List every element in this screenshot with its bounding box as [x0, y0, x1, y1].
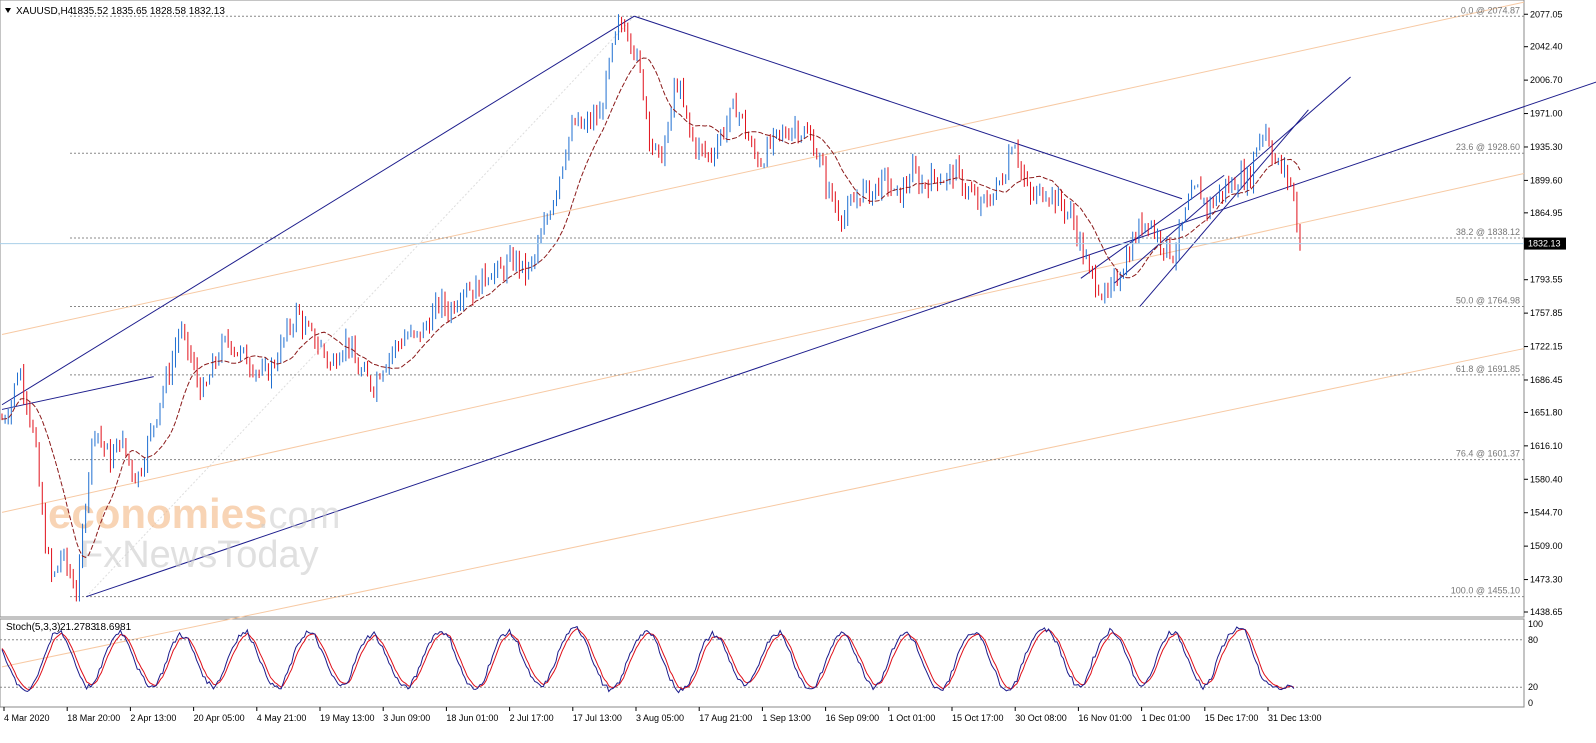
time-tick-label: 30 Oct 08:00	[1015, 713, 1067, 723]
price-tick-label: 1473.30	[1530, 575, 1563, 585]
time-tick-label: 1 Oct 01:00	[889, 713, 936, 723]
price-tick-label: 2006.70	[1530, 75, 1563, 85]
trend-channels	[1, 15, 1596, 598]
price-tick-label: 1864.95	[1530, 208, 1563, 218]
price-tick-label: 1544.70	[1530, 508, 1563, 518]
stoch-header: Stoch(5,3,3) 21.2783 18.6981	[6, 622, 132, 633]
trend-line	[1114, 76, 1351, 284]
time-tick-label: 19 May 13:00	[320, 713, 375, 723]
price-tick-label: 2077.05	[1530, 9, 1563, 19]
price-tick-label: 1580.40	[1530, 474, 1563, 484]
main-plot-frame	[0, 0, 1525, 618]
price-tick-label: 2042.40	[1530, 42, 1563, 52]
stoch-axis: 100 80 20 0	[1528, 619, 1543, 708]
fib-fan-line	[1, 172, 1525, 513]
stoch-tick-label: 20	[1528, 682, 1538, 692]
time-tick-label: 3 Jun 09:00	[383, 713, 430, 723]
time-tick-label: 16 Sep 09:00	[826, 713, 880, 723]
time-tick-label: 4 Mar 2020	[4, 713, 50, 723]
dropdown-triangle-icon[interactable]	[5, 8, 11, 13]
time-tick-label: 2 Jul 17:00	[510, 713, 554, 723]
stoch-name: Stoch(5,3,3)	[6, 622, 60, 633]
symbol-label: XAUUSD,H4	[16, 6, 74, 17]
time-tick-label: 1 Sep 13:00	[762, 713, 811, 723]
stoch-tick-label: 0	[1528, 698, 1533, 708]
fib-fan-lines	[1, 1, 1525, 668]
time-tick-label: 1 Dec 01:00	[1142, 713, 1191, 723]
trend-line	[1, 15, 635, 406]
time-tick-label: 18 Jun 01:00	[446, 713, 498, 723]
moving-average-line	[1, 57, 1301, 558]
fib-fan-line	[1, 1, 1525, 336]
trend-line	[1, 376, 154, 410]
stoch-k-value: 21.2783	[60, 622, 97, 633]
price-tick-label: 1793.55	[1530, 275, 1563, 285]
svg-text:1832.13: 1832.13	[1528, 239, 1561, 249]
price-tick-label: 1971.00	[1530, 109, 1563, 119]
price-tick-label: 1651.80	[1530, 407, 1563, 417]
trend-line	[633, 15, 1183, 200]
stoch-d-line	[1, 628, 1295, 691]
price-tick-label: 1722.15	[1530, 342, 1563, 352]
price-tick-label: 1438.65	[1530, 607, 1563, 617]
price-tick-label: 1935.30	[1530, 142, 1563, 152]
watermark-economies: economies	[48, 490, 267, 537]
fib-retracement-levels: 0.0 @ 2074.87 23.6 @ 1928.60 38.2 @ 1838.1…	[70, 5, 1524, 598]
stoch-k-line	[1, 625, 1295, 694]
fib-level-label: 100.0 @ 1455.10	[1451, 586, 1520, 596]
stoch-tick-label: 80	[1528, 635, 1538, 645]
price-tick-label: 1686.45	[1530, 375, 1563, 385]
price-tick-label: 1616.10	[1530, 441, 1563, 451]
time-tick-label: 20 Apr 05:00	[194, 713, 245, 723]
watermark-fxnewstoday: FxNewsToday	[80, 534, 319, 576]
fib-level-label: 61.8 @ 1691.85	[1456, 364, 1520, 374]
fib-level-label: 23.6 @ 1928.60	[1456, 142, 1520, 152]
time-tick-label: 15 Oct 17:00	[952, 713, 1004, 723]
time-axis: 4 Mar 2020 18 Mar 20:00 2 Apr 13:00 20 Apr …	[3, 707, 1322, 723]
fib-fan-line	[1, 348, 1525, 668]
fib-level-label: 76.4 @ 1601.37	[1456, 449, 1520, 459]
chart-header: XAUUSD,H4 1835.52 1835.65 1828.58 1832.1…	[5, 6, 225, 17]
time-tick-label: 18 Mar 20:00	[67, 713, 120, 723]
time-tick-label: 17 Aug 21:00	[699, 713, 752, 723]
trend-line	[1080, 174, 1225, 279]
time-tick-label: 31 Dec 13:00	[1268, 713, 1322, 723]
fib-level-label: 38.2 @ 1838.12	[1456, 227, 1520, 237]
ohlc-values: 1835.52 1835.65 1828.58 1832.13	[72, 6, 225, 17]
fib-level-label: 0.0 @ 2074.87	[1461, 5, 1520, 15]
fib-anchor-line	[85, 15, 635, 598]
stoch-tick-label: 100	[1528, 619, 1543, 629]
price-tick-label: 1757.85	[1530, 308, 1563, 318]
fib-level-label: 50.0 @ 1764.98	[1456, 295, 1520, 305]
time-tick-label: 17 Jul 13:00	[573, 713, 622, 723]
candlestick-series	[1, 14, 1301, 602]
stoch-d-value: 18.6981	[95, 622, 132, 633]
watermark: economies .com FxNewsToday	[48, 490, 340, 576]
trend-line	[1139, 109, 1309, 307]
price-tick-label: 1899.60	[1530, 175, 1563, 185]
time-tick-label: 3 Aug 05:00	[636, 713, 684, 723]
watermark-dotcom: .com	[258, 495, 340, 537]
price-tick-label: 1509.00	[1530, 541, 1563, 551]
time-tick-label: 16 Nov 01:00	[1078, 713, 1132, 723]
trend-line	[86, 81, 1596, 598]
current-price-tag: 1832.13	[1524, 237, 1566, 250]
time-tick-label: 2 Apr 13:00	[130, 713, 176, 723]
time-tick-label: 15 Dec 17:00	[1205, 713, 1259, 723]
time-tick-label: 4 May 21:00	[257, 713, 307, 723]
